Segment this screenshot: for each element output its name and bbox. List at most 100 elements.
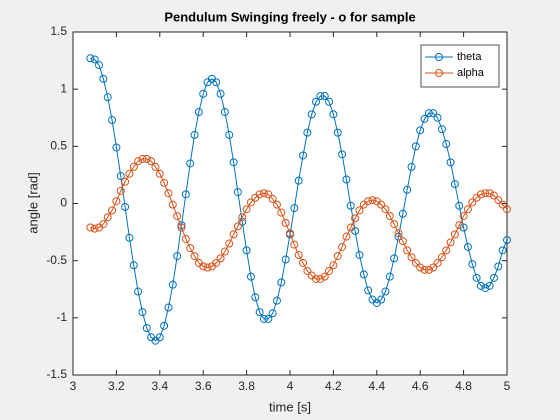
axes-box: [72, 31, 508, 376]
marker: [303, 128, 312, 137]
marker: [155, 333, 164, 342]
marker: [398, 209, 407, 218]
marker: [485, 281, 494, 290]
marker: [290, 204, 299, 213]
marker: [116, 172, 125, 181]
x-tick-label: 4.4: [368, 379, 385, 393]
marker: [355, 250, 364, 259]
marker: [455, 201, 464, 210]
marker: [411, 258, 420, 267]
marker: [312, 97, 321, 106]
marker: [125, 169, 134, 178]
x-tick-label: 4.8: [455, 379, 472, 393]
axes-bg: [73, 32, 507, 375]
marker: [277, 278, 286, 287]
marker: [472, 273, 481, 282]
marker: [338, 242, 347, 251]
marker: [407, 253, 416, 262]
marker: [164, 303, 173, 312]
marker: [450, 180, 459, 189]
marker: [359, 270, 368, 279]
marker: [86, 54, 95, 63]
marker: [320, 92, 329, 101]
marker: [390, 220, 399, 229]
marker: [90, 55, 99, 64]
marker: [129, 162, 138, 171]
marker: [333, 128, 342, 137]
marker: [316, 92, 325, 101]
marker: [307, 110, 316, 119]
marker: [86, 223, 95, 232]
marker: [294, 250, 303, 259]
marker: [407, 162, 416, 171]
x-tick-label: 5: [504, 379, 511, 393]
marker: [424, 109, 433, 118]
marker: [299, 151, 308, 160]
marker: [446, 238, 455, 247]
chart-title: Pendulum Swinging freely - o for sample: [164, 9, 415, 24]
marker: [233, 188, 242, 197]
marker: [433, 258, 442, 267]
marker: [103, 213, 112, 222]
marker: [325, 266, 334, 275]
marker: [272, 200, 281, 209]
marker: [242, 246, 251, 255]
x-tick-label: 4.2: [325, 379, 342, 393]
marker: [489, 191, 498, 200]
marker: [476, 190, 485, 199]
marker: [338, 150, 347, 159]
marker: [394, 229, 403, 238]
marker: [312, 274, 321, 283]
marker: [498, 200, 507, 209]
legend-label: theta: [457, 51, 482, 63]
marker: [268, 309, 277, 318]
marker: [481, 189, 490, 198]
marker: [281, 255, 290, 264]
marker: [255, 190, 264, 199]
marker: [246, 198, 255, 207]
marker: [164, 189, 173, 198]
marker: [463, 205, 472, 214]
marker: [229, 158, 238, 167]
y-tick-label: 0: [60, 196, 67, 210]
marker: [494, 196, 503, 205]
marker: [381, 287, 390, 296]
y-tick-label: -1.5: [46, 367, 67, 381]
marker: [450, 230, 459, 239]
marker: [173, 212, 182, 221]
marker: [416, 263, 425, 272]
marker: [290, 240, 299, 249]
marker: [181, 234, 190, 243]
marker: [112, 197, 121, 206]
marker: [294, 176, 303, 185]
marker: [320, 272, 329, 281]
marker: [103, 93, 112, 102]
marker: [203, 263, 212, 272]
marker: [116, 186, 125, 195]
marker: [229, 230, 238, 239]
x-tick-label: 4.6: [412, 379, 429, 393]
marker: [442, 246, 451, 255]
marker: [268, 194, 277, 203]
marker: [503, 236, 511, 245]
marker: [216, 254, 225, 263]
marker: [138, 308, 147, 317]
marker: [95, 61, 104, 70]
marker: [385, 212, 394, 221]
y-tick-label: 0.5: [50, 139, 67, 153]
marker: [420, 114, 429, 123]
marker: [255, 308, 264, 317]
marker: [485, 189, 494, 198]
marker: [212, 78, 221, 87]
marker: [186, 244, 195, 253]
marker: [377, 200, 386, 209]
marker: [364, 286, 373, 295]
legend-box: [420, 44, 500, 88]
x-tick-label: 3.8: [238, 379, 255, 393]
marker: [121, 177, 130, 186]
marker: [125, 233, 134, 242]
marker: [463, 242, 472, 251]
marker: [437, 125, 446, 134]
marker: [333, 252, 342, 261]
